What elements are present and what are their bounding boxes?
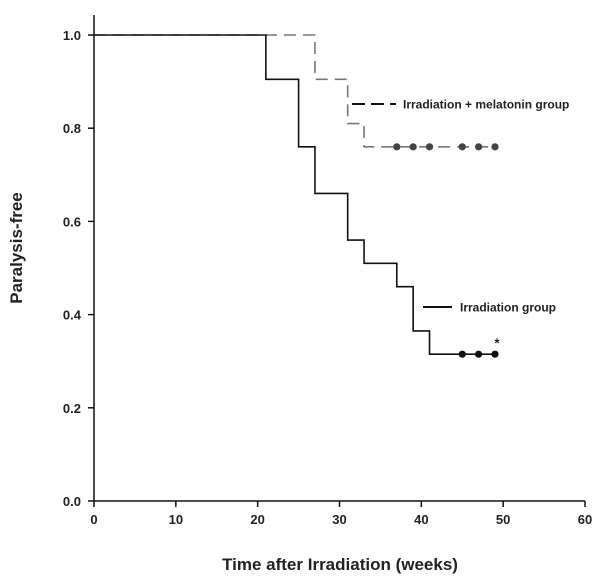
censor-mark: [491, 143, 499, 151]
y-tick-label: 0.0: [63, 494, 81, 509]
melatonin-series-line: [94, 34, 495, 148]
censor-mark: [475, 143, 483, 151]
legend-label: Irradiation group: [460, 301, 556, 315]
y-tick-label: 1.0: [63, 28, 81, 43]
x-tick-label: 50: [496, 512, 510, 527]
irradiation-series-line: [94, 34, 495, 356]
censor-mark: [393, 143, 401, 151]
censor-mark: [491, 350, 499, 358]
y-axis-title: Paralysis-free: [7, 192, 26, 304]
x-axis-title: Time after Irradiation (weeks): [222, 555, 458, 574]
legend: Irradiation + melatonin group Irradiation…: [352, 98, 569, 315]
y-tick-label: 0.4: [63, 308, 82, 323]
x-tick-label: 20: [250, 512, 264, 527]
significance-marker: *: [494, 336, 500, 351]
axes: [93, 15, 585, 502]
x-tick-label: 30: [332, 512, 346, 527]
censor-mark: [458, 350, 466, 358]
ticks: 0 10 20 30 40 50 60 0.0 0.2 0.4 0.6 0.8 1.0: [63, 28, 592, 527]
x-tick-label: 0: [90, 512, 97, 527]
censor-mark: [475, 350, 483, 358]
x-tick-label: 10: [169, 512, 183, 527]
series-layer: [94, 34, 499, 358]
censor-mark: [458, 143, 466, 151]
censor-mark: [409, 143, 417, 151]
y-tick-label: 0.8: [63, 121, 81, 136]
annotations: *: [494, 336, 500, 351]
y-tick-label: 0.2: [63, 401, 81, 416]
legend-label: Irradiation + melatonin group: [403, 98, 569, 112]
censor-mark: [425, 143, 434, 151]
x-tick-label: 40: [414, 512, 428, 527]
x-tick-label: 60: [578, 512, 592, 527]
y-tick-label: 0.6: [63, 214, 81, 229]
